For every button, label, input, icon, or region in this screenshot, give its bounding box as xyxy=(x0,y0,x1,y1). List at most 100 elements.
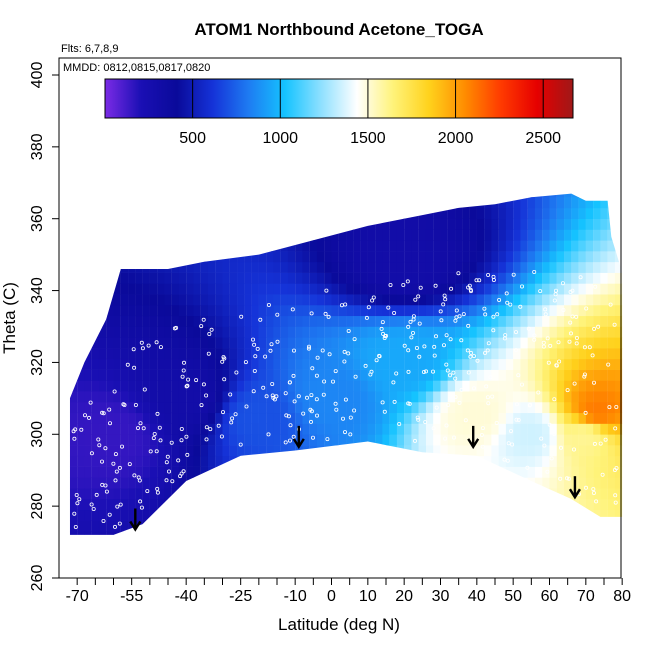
heatmap-cell xyxy=(302,283,310,295)
heatmap-cell xyxy=(273,380,281,392)
heatmap-cell xyxy=(273,477,281,489)
heatmap-cell xyxy=(266,369,274,381)
heatmap-cell xyxy=(309,283,318,295)
heatmap-cell xyxy=(462,348,470,360)
heatmap-cell xyxy=(309,197,318,209)
heatmap-cell xyxy=(157,229,165,241)
heatmap-cell xyxy=(556,477,565,489)
observation-point xyxy=(309,393,314,398)
heatmap-cell xyxy=(251,423,259,435)
heatmap-cell xyxy=(91,218,100,230)
heatmap-cell xyxy=(157,315,165,327)
heatmap-cell xyxy=(193,466,201,478)
heatmap-cell xyxy=(513,240,521,252)
heatmap-cell xyxy=(520,193,528,198)
heatmap-cell xyxy=(331,304,339,317)
heatmap-cell xyxy=(200,401,209,414)
observation-point xyxy=(486,341,491,346)
heatmap-cell xyxy=(273,369,281,381)
heatmap-cell xyxy=(258,369,267,381)
heatmap-cell xyxy=(316,498,325,511)
heatmap-cell xyxy=(178,455,187,467)
observation-point xyxy=(315,355,320,360)
heatmap-cell xyxy=(578,358,586,370)
heatmap-cell xyxy=(585,509,594,521)
heatmap-cell xyxy=(324,283,332,295)
heatmap-cell xyxy=(484,531,492,535)
observation-point xyxy=(348,415,353,420)
heatmap-cell xyxy=(273,445,281,457)
heatmap-cell xyxy=(171,380,180,392)
heatmap-cell xyxy=(447,498,456,511)
heatmap-cell xyxy=(585,272,594,284)
heatmap-cell xyxy=(258,218,267,230)
heatmap-cell xyxy=(346,391,354,403)
observation-point xyxy=(402,343,407,348)
heatmap-cell xyxy=(237,369,245,381)
heatmap-cell xyxy=(440,391,448,403)
heatmap-cell xyxy=(469,240,477,252)
heatmap-cell xyxy=(113,261,121,273)
heatmap-cell xyxy=(542,520,550,532)
heatmap-cell xyxy=(338,391,347,403)
observation-point xyxy=(506,441,511,446)
observation-point xyxy=(423,369,428,374)
heatmap-cell xyxy=(353,520,361,532)
heatmap-cell xyxy=(258,466,267,478)
heatmap-cell xyxy=(440,229,448,241)
heatmap-cell xyxy=(207,520,216,532)
heatmap-cell xyxy=(120,488,129,500)
heatmap-cell xyxy=(237,272,245,284)
heatmap-cell xyxy=(389,193,398,198)
observation-point xyxy=(612,467,617,472)
heatmap-cell xyxy=(455,423,463,435)
heatmap-cell xyxy=(549,401,557,414)
heatmap-cell xyxy=(91,251,100,263)
heatmap-cell xyxy=(549,520,557,532)
heatmap-cell xyxy=(513,337,521,349)
heatmap-cell xyxy=(564,272,572,284)
observation-point xyxy=(392,310,397,315)
heatmap-cell xyxy=(157,477,165,489)
heatmap-cell xyxy=(258,498,267,511)
heatmap-cell xyxy=(564,488,572,500)
heatmap-cell xyxy=(534,193,543,198)
observation-point xyxy=(135,426,140,431)
observation-point xyxy=(166,469,171,474)
heatmap-cell xyxy=(578,477,586,489)
heatmap-cell xyxy=(280,520,289,532)
heatmap-cell xyxy=(113,423,121,435)
heatmap-cell xyxy=(244,272,252,284)
heatmap-cell xyxy=(142,509,150,521)
observation-point xyxy=(288,423,293,428)
heatmap-cell xyxy=(476,380,485,392)
heatmap-cell xyxy=(520,229,528,241)
heatmap-cell xyxy=(149,488,158,500)
heatmap-cell xyxy=(324,261,332,273)
heatmap-cell xyxy=(513,251,521,263)
observation-point xyxy=(546,360,551,365)
heatmap-cell xyxy=(164,391,172,403)
x-tick-label: 40 xyxy=(468,588,486,605)
heatmap-cell xyxy=(273,509,281,521)
heatmap-cell xyxy=(534,229,543,241)
heatmap-cell xyxy=(375,283,383,295)
heatmap-cell xyxy=(258,520,267,532)
heatmap-cell xyxy=(106,315,114,327)
heatmap-cell xyxy=(69,337,78,349)
heatmap-cell xyxy=(491,315,499,327)
heatmap-cell xyxy=(353,434,361,446)
heatmap-cell xyxy=(556,294,565,306)
heatmap-cell xyxy=(287,207,296,220)
heatmap-cell xyxy=(200,358,209,370)
heatmap-cell xyxy=(360,207,368,220)
heatmap-cell xyxy=(498,229,507,241)
heatmap-cell xyxy=(200,261,209,273)
heatmap-cell xyxy=(556,261,565,273)
observation-point xyxy=(222,377,227,382)
heatmap-cell xyxy=(455,358,463,370)
heatmap-cell xyxy=(171,466,180,478)
heatmap-cell xyxy=(251,509,259,521)
heatmap-cell xyxy=(542,412,550,424)
